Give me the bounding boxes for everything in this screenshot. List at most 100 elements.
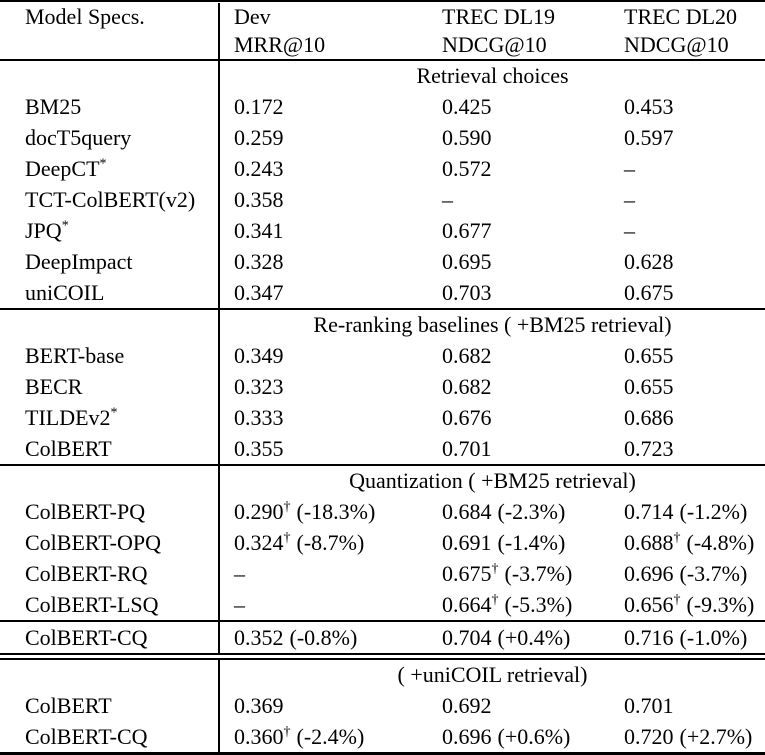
metric-value: 0.720 <box>624 724 674 749</box>
metric-cell-dl20: – <box>610 184 765 215</box>
metric-cell-dl19: 0.676 <box>425 402 610 433</box>
dagger-superscript: † <box>283 530 291 546</box>
metric-value: 0.341 <box>234 218 284 243</box>
section-header-reranking: Re-ranking baselines ( +BM25 retrieval) <box>0 310 765 340</box>
metric-cell-dl20: 0.686 <box>610 402 765 433</box>
metric-value: 0.716 <box>624 625 674 650</box>
table-row: ColBERT 0.369 0.692 0.701 <box>0 690 765 721</box>
section-header-spacer <box>0 61 218 91</box>
model-superscript: * <box>61 218 69 234</box>
table-row: JPQ* 0.341 0.677 – <box>0 215 765 246</box>
model-cell: JPQ* <box>0 215 218 246</box>
metric-cell-dl19: 0.572 <box>425 153 610 184</box>
model-cell: uniCOIL <box>0 277 218 308</box>
metric-value: 0.675 <box>624 280 674 305</box>
pct-change: (-1.0%) <box>679 625 748 650</box>
metric-cell-dl20: – <box>610 215 765 246</box>
metric-cell-dev: 0.259 <box>220 122 425 153</box>
header-metrics: Dev MRR@10 TREC DL19 NDCG@10 TREC DL20 N… <box>218 3 765 59</box>
metric-value: 0.597 <box>624 125 674 150</box>
table-header: Model Specs. Dev MRR@10 TREC DL19 NDCG@1… <box>0 2 765 59</box>
metric-value: 0.628 <box>624 249 674 274</box>
metric-cell-dev: 0.328 <box>220 246 425 277</box>
metric-cell-dl20: 0.701 <box>610 690 765 721</box>
metric-value: – <box>624 156 635 181</box>
section-header-span: Quantization ( +BM25 retrieval) <box>218 466 765 496</box>
model-cell: ColBERT-PQ <box>0 496 218 527</box>
metric-value: 0.684 <box>442 499 492 524</box>
metric-cell-dl19: 0.682 <box>425 371 610 402</box>
header-dev-line2: MRR@10 <box>234 32 326 57</box>
metric-value: 0.714 <box>624 499 674 524</box>
metric-cell-dl19: 0.675† (-3.7%) <box>425 558 610 589</box>
metric-value: 0.243 <box>234 156 284 181</box>
header-col-dev: Dev MRR@10 <box>220 3 425 59</box>
metrics: 0.290† (-18.3%) 0.684 (-2.3%) 0.714 (-1.2%) <box>218 496 765 527</box>
model-cell: BERT-base <box>0 340 218 371</box>
metric-cell-dl20: 0.716 (-1.0%) <box>610 622 765 653</box>
pct-change: (+0.6%) <box>497 724 571 749</box>
metrics: 0.360† (-2.4%) 0.696 (+0.6%) 0.720 (+2.7%) <box>218 721 765 752</box>
pct-change: (-1.2%) <box>679 499 748 524</box>
section-header-spacer <box>0 660 218 690</box>
metric-value: 0.686 <box>624 405 674 430</box>
table-row: BM25 0.172 0.425 0.453 <box>0 91 765 122</box>
metric-cell-dev: 0.358 <box>220 184 425 215</box>
section-title: Retrieval choices <box>416 63 569 88</box>
model-cell: docT5query <box>0 122 218 153</box>
metric-cell-dev: 0.349 <box>220 340 425 371</box>
metric-cell-dl20: 0.453 <box>610 91 765 122</box>
model-cell: DeepCT* <box>0 153 218 184</box>
model-name: ColBERT-RQ <box>25 561 148 586</box>
table-row: BERT-base 0.349 0.682 0.655 <box>0 340 765 371</box>
metrics: 0.358 – – <box>218 184 765 215</box>
metrics: – 0.664† (-5.3%) 0.656† (-9.3%) <box>218 589 765 620</box>
metric-value: 0.701 <box>442 436 492 461</box>
dagger-superscript: † <box>673 592 681 608</box>
model-name: docT5query <box>25 125 132 150</box>
metric-value: 0.572 <box>442 156 492 181</box>
dagger-superscript: † <box>673 530 681 546</box>
metric-value: – <box>234 561 245 586</box>
section-header-span: Re-ranking baselines ( +BM25 retrieval) <box>218 310 765 340</box>
pct-change: (-9.3%) <box>686 592 755 617</box>
model-name: uniCOIL <box>25 280 105 305</box>
header-dl20-line1: TREC DL20 <box>624 4 738 29</box>
header-dl19-line1: TREC DL19 <box>442 4 556 29</box>
model-name: ColBERT <box>25 693 112 718</box>
section-header-spacer <box>0 310 218 340</box>
metric-cell-dl20: 0.655 <box>610 371 765 402</box>
metric-cell-dev: 0.333 <box>220 402 425 433</box>
rule-below-header <box>0 59 765 61</box>
table-row: ColBERT-PQ 0.290† (-18.3%) 0.684 (-2.3%) 0… <box>0 496 765 527</box>
metrics: 0.323 0.682 0.655 <box>218 371 765 402</box>
model-cell: ColBERT <box>0 690 218 721</box>
metric-cell-dl20: 0.688† (-4.8%) <box>610 527 765 558</box>
metric-cell-dev: – <box>220 589 425 620</box>
metric-value: 0.324 <box>234 530 284 555</box>
metric-cell-dev: 0.172 <box>220 91 425 122</box>
metrics: – 0.675† (-3.7%) 0.696 (-3.7%) <box>218 558 765 589</box>
table-row-colbert-cq: ColBERT-CQ 0.352 (-0.8%) 0.704 (+0.4%) 0.7… <box>0 622 765 653</box>
header-dl19-line2: NDCG@10 <box>442 32 547 57</box>
metric-cell-dev: 0.290† (-18.3%) <box>220 496 425 527</box>
model-name: BERT-base <box>25 343 125 368</box>
metric-cell-dl19: 0.696 (+0.6%) <box>425 721 610 752</box>
metric-cell-dl19: 0.703 <box>425 277 610 308</box>
model-cell: TCT-ColBERT(v2) <box>0 184 218 215</box>
header-col-dl19: TREC DL19 NDCG@10 <box>425 3 610 59</box>
metric-value: 0.696 <box>442 724 492 749</box>
metrics: 0.347 0.703 0.675 <box>218 277 765 308</box>
table-row: ColBERT-LSQ – 0.664† (-5.3%) 0.656† (-9.3%… <box>0 589 765 620</box>
metric-value: 0.723 <box>624 436 674 461</box>
metric-value: 0.675 <box>442 561 492 586</box>
table-row: TILDEv2* 0.333 0.676 0.686 <box>0 402 765 433</box>
metric-value: – <box>442 187 453 212</box>
section-header-quantization: Quantization ( +BM25 retrieval) <box>0 466 765 496</box>
metric-value: 0.655 <box>624 343 674 368</box>
section-header-span: Retrieval choices <box>218 61 765 91</box>
metric-cell-dl19: 0.704 (+0.4%) <box>425 622 610 653</box>
model-name: ColBERT-CQ <box>25 724 148 749</box>
model-name: DeepCT <box>25 156 100 181</box>
